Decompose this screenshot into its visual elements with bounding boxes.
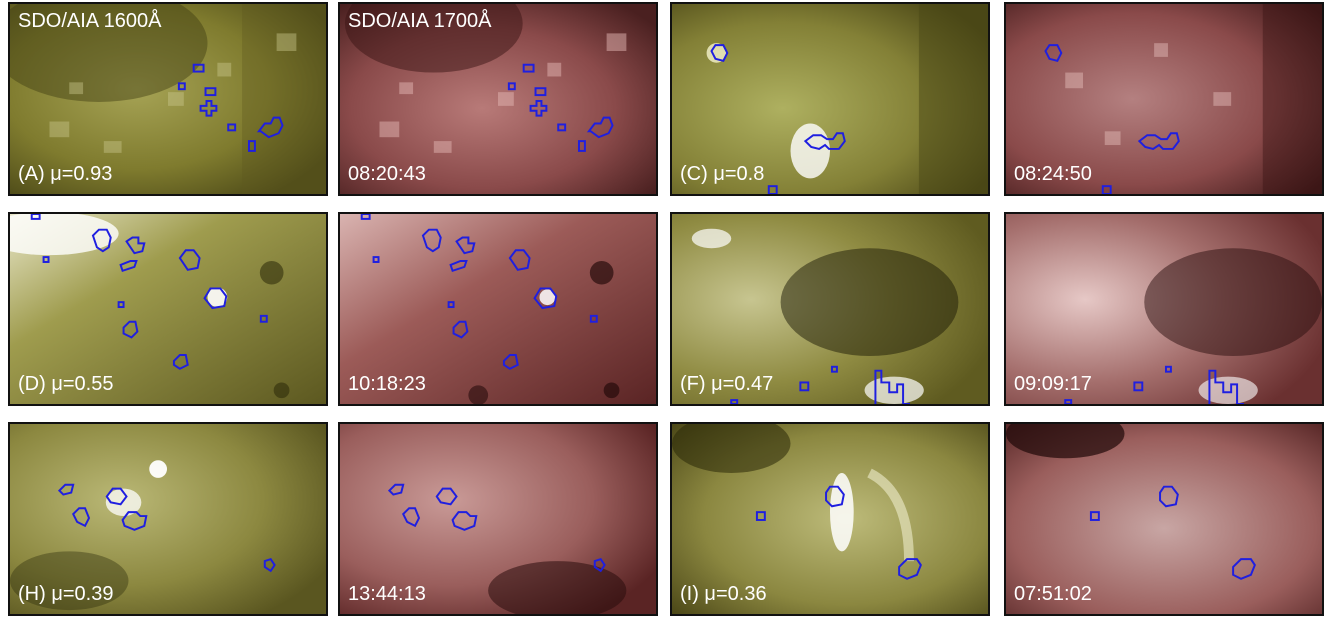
panel-a-aia1700: SDO/AIA 1700Å 08:20:43 (338, 2, 658, 196)
panel-f-aia1600: (F) μ=0.47 (670, 212, 990, 406)
panel-a-aia1600: SDO/AIA 1600Å (A) μ=0.93 (8, 2, 328, 196)
aia1600-image (10, 4, 326, 194)
aia1700-image (340, 4, 656, 194)
panel-label: 08:24:50 (1014, 163, 1092, 185)
panel-label: (F) μ=0.47 (680, 373, 774, 395)
panel-label: 08:20:43 (348, 163, 426, 185)
aia1600-image (10, 424, 326, 614)
panel-label: 09:09:17 (1014, 373, 1092, 395)
panel-c-aia1600: (C) μ=0.8 (670, 2, 990, 196)
panel-c-aia1700: 08:24:50 (1004, 2, 1324, 196)
aia1700-image (1006, 424, 1322, 614)
aia1700-image (1006, 4, 1322, 194)
panel-h-aia1600: (H) μ=0.39 (8, 422, 328, 616)
panel-top-label: SDO/AIA 1600Å (18, 10, 162, 32)
panel-top-label: SDO/AIA 1700Å (348, 10, 492, 32)
panel-label: (H) μ=0.39 (18, 583, 114, 605)
aia1700-image (1006, 214, 1322, 404)
aia1600-image (10, 214, 326, 404)
panel-d-aia1600: (D) μ=0.55 (8, 212, 328, 406)
panel-label: (D) μ=0.55 (18, 373, 114, 395)
panel-i-aia1600: (I) μ=0.36 (670, 422, 990, 616)
panel-label: 13:44:13 (348, 583, 426, 605)
panel-label: 07:51:02 (1014, 583, 1092, 605)
panel-label: 10:18:23 (348, 373, 426, 395)
aia1700-image (340, 214, 656, 404)
aia1600-image (672, 4, 988, 194)
panel-label: (C) μ=0.8 (680, 163, 765, 185)
aia1600-image (672, 424, 988, 614)
panel-d-aia1700: 10:18:23 (338, 212, 658, 406)
panel-h-aia1700: 13:44:13 (338, 422, 658, 616)
panel-label: (I) μ=0.36 (680, 583, 767, 605)
panel-label: (A) μ=0.93 (18, 163, 113, 185)
aia1700-image (340, 424, 656, 614)
panel-i-aia1700: 07:51:02 (1004, 422, 1324, 616)
panel-f-aia1700: 09:09:17 (1004, 212, 1324, 406)
aia1600-image (672, 214, 988, 404)
